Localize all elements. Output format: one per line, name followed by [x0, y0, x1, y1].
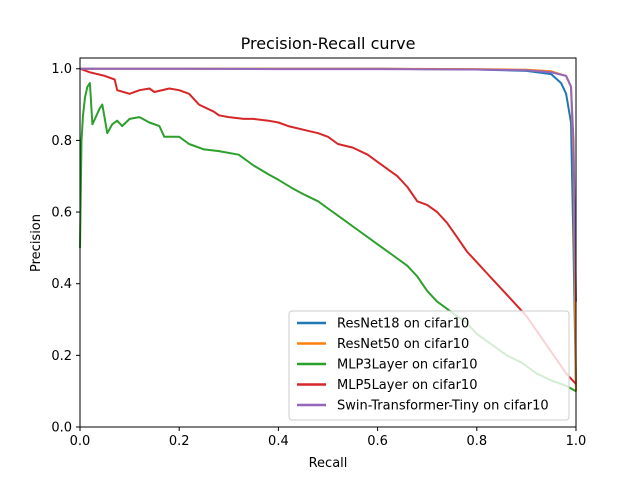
legend-box [288, 310, 570, 421]
legend-label: ResNet50 on cifar10 [337, 337, 469, 352]
y-tick-label: 0.2 [51, 349, 72, 364]
y-tick-label: 1.0 [51, 62, 72, 77]
y-axis-label: Precision [29, 214, 44, 272]
legend-label: Swin-Transformer-Tiny on cifar10 [337, 399, 549, 414]
y-tick-label: 0.0 [51, 421, 72, 436]
x-tick-label: 0.4 [268, 434, 289, 449]
x-tick-label: 0.6 [367, 434, 388, 449]
x-axis-ticks: 0.0 0.2 0.4 0.6 0.8 1.0 [70, 427, 587, 449]
x-tick-label: 1.0 [566, 434, 587, 449]
x-tick-label: 0.2 [169, 434, 190, 449]
y-tick-label: 0.8 [51, 134, 72, 149]
legend-label: ResNet18 on cifar10 [337, 317, 469, 332]
plot-frame [79, 57, 577, 428]
plot-lines [79, 67, 577, 393]
series-line-mlp5layer-on-cifar10 [79, 67, 577, 385]
chart-title: Precision-Recall curve [241, 34, 416, 53]
series-line-swin-transformer-tiny-on-cifar10 [80, 67, 577, 302]
legend: ResNet18 on cifar10 ResNet50 on cifar10 ML… [288, 310, 570, 421]
x-axis-label: Recall [309, 456, 348, 471]
y-axis-ticks: 0.0 0.2 0.4 0.6 0.8 1.0 [51, 62, 80, 436]
y-tick-label: 0.6 [51, 206, 72, 221]
legend-label: MLP3Layer on cifar10 [337, 358, 477, 373]
x-tick-label: 0.0 [70, 434, 91, 449]
legend-label: MLP5Layer on cifar10 [337, 378, 477, 393]
x-tick-label: 0.8 [466, 434, 487, 449]
y-tick-label: 0.4 [51, 277, 72, 292]
